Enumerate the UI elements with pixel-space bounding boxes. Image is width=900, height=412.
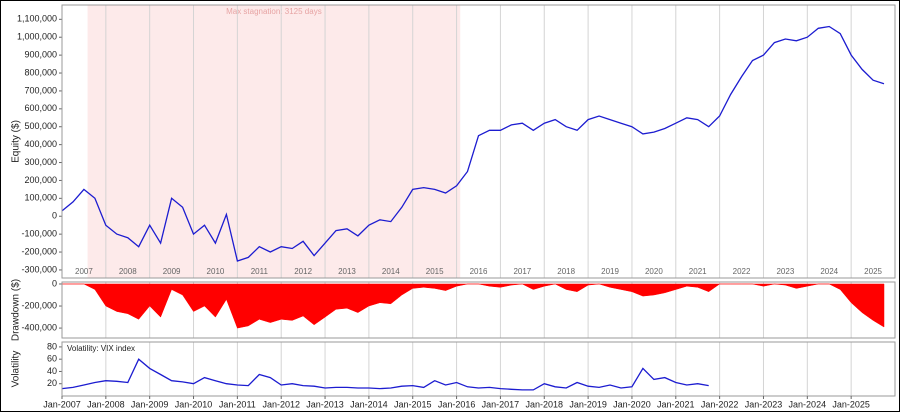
y-axis-title: Equity ($) [11,120,22,163]
x-tick-label: Jan-2023 [745,399,783,409]
year-label: 2021 [689,267,707,276]
y-tick-label: 800,000 [24,67,57,77]
year-label: 2008 [119,267,137,276]
y-axis-title: Volatility [11,351,22,388]
y-tick-label: 600,000 [24,103,57,113]
x-tick-label: Jan-2010 [175,399,213,409]
y-tick-label: 0 [52,211,57,221]
x-tick-label: Jan-2015 [394,399,432,409]
x-tick-label: Jan-2024 [789,399,827,409]
year-label: 2010 [207,267,225,276]
year-label: 2014 [382,267,400,276]
y-tick-label: -300,000 [21,264,57,274]
year-label: 2017 [513,267,531,276]
x-tick-label: Jan-2012 [262,399,300,409]
x-tick-label: Jan-2019 [569,399,607,409]
x-tick-label: Jan-2016 [438,399,476,409]
y-tick-label: -200,000 [21,300,57,310]
panel-frame [61,4,896,279]
y-tick-label: -400,000 [21,322,57,332]
year-label: 2024 [820,267,838,276]
y-tick-label: 1,100,000 [17,14,57,24]
x-tick-label: Jan-2009 [131,399,169,409]
year-label: 2025 [864,267,882,276]
y-tick-label: 700,000 [24,85,57,95]
y-tick-label: 1,000,000 [17,32,57,42]
drawdown-area [61,283,885,329]
year-label: 2015 [426,267,444,276]
y-tick-label: 400,000 [24,139,57,149]
x-tick-label: Jan-2008 [87,399,125,409]
x-tick-label: Jan-2013 [306,399,344,409]
x-tick-label: Jan-2007 [43,399,81,409]
series-line [61,25,885,262]
y-tick-label: 900,000 [24,49,57,59]
y-tick-label: 200,000 [24,175,57,185]
year-label: 2022 [733,267,751,276]
y-tick-label: 300,000 [24,157,57,167]
y-axis-title: Drawdown ($) [11,279,22,341]
y-tick-label: 80 [47,341,57,351]
panel-label: Volatility: VIX index [67,344,135,353]
x-tick-label: Jan-2017 [482,399,520,409]
year-label: 2009 [163,267,181,276]
series-line [61,358,709,391]
panel-frame [61,281,896,339]
panel-frame [61,341,896,397]
year-label: 2018 [557,267,575,276]
year-label: 2012 [294,267,312,276]
stagnation-label: Max stagnation: 3125 days [226,7,322,16]
year-label: 2023 [776,267,794,276]
x-tick-label: Jan-2018 [525,399,563,409]
y-tick-label: 20 [47,378,57,388]
year-label: 2013 [338,267,356,276]
year-label: 2007 [75,267,93,276]
panel-background [62,342,895,396]
y-tick-label: 60 [47,354,57,364]
x-tick-label: Jan-2011 [219,399,256,409]
y-tick-label: -100,000 [21,229,57,239]
year-label: 2020 [645,267,663,276]
x-tick-label: Jan-2025 [832,399,870,409]
year-label: 2019 [601,267,619,276]
y-tick-label: 40 [47,366,57,376]
year-label: 2016 [470,267,488,276]
year-label: 2011 [251,267,269,276]
x-tick-label: Jan-2014 [350,399,388,409]
y-tick-label: 500,000 [24,121,57,131]
y-tick-label: 0 [52,278,57,288]
x-tick-label: Jan-2020 [613,399,651,409]
y-tick-label: 100,000 [24,193,57,203]
x-tick-label: Jan-2022 [701,399,739,409]
x-tick-label: Jan-2021 [657,399,695,409]
y-tick-label: -200,000 [21,246,57,256]
